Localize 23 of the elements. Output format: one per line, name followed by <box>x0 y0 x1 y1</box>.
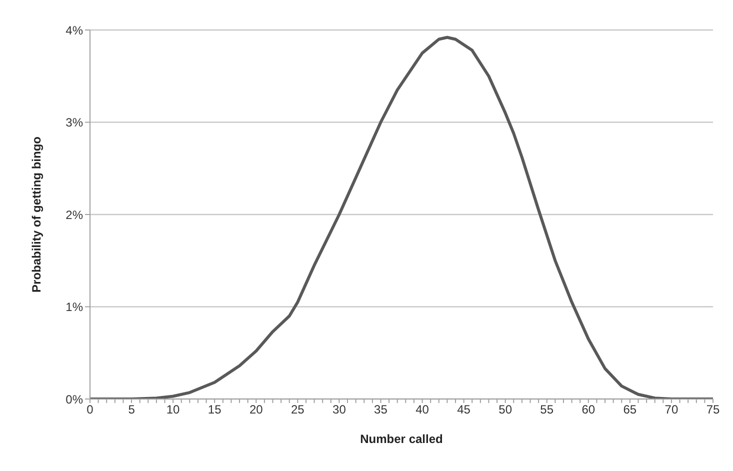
x-tick-label: 15 <box>208 402 222 417</box>
x-tick-label: 5 <box>128 402 136 417</box>
x-tick-label: 70 <box>664 402 678 417</box>
x-tick-label: 10 <box>166 402 180 417</box>
x-tick-label: 35 <box>374 402 388 417</box>
y-tick-label: 4% <box>66 23 84 38</box>
y-tick-label: 0% <box>66 392 84 406</box>
x-tick-label: 40 <box>416 402 430 417</box>
x-tick-label: 60 <box>582 402 596 417</box>
x-tick-label: 55 <box>540 402 554 417</box>
x-tick-label: 30 <box>332 402 346 417</box>
x-tick-label: 65 <box>623 402 637 417</box>
x-tick-label: 20 <box>249 402 264 417</box>
y-tick-label: 3% <box>66 116 84 130</box>
x-tick-label: 45 <box>457 402 471 417</box>
x-tick-label: 0 <box>86 402 94 417</box>
x-tick-label: 50 <box>498 402 512 417</box>
x-axis-title: Number called <box>360 432 443 446</box>
x-tick-label: 25 <box>290 402 305 417</box>
x-tick-label: 75 <box>706 402 720 417</box>
y-tick-label: 2% <box>66 208 84 222</box>
y-tick-label: 1% <box>66 300 84 314</box>
y-axis-title: Probability of getting bingo <box>29 136 44 292</box>
